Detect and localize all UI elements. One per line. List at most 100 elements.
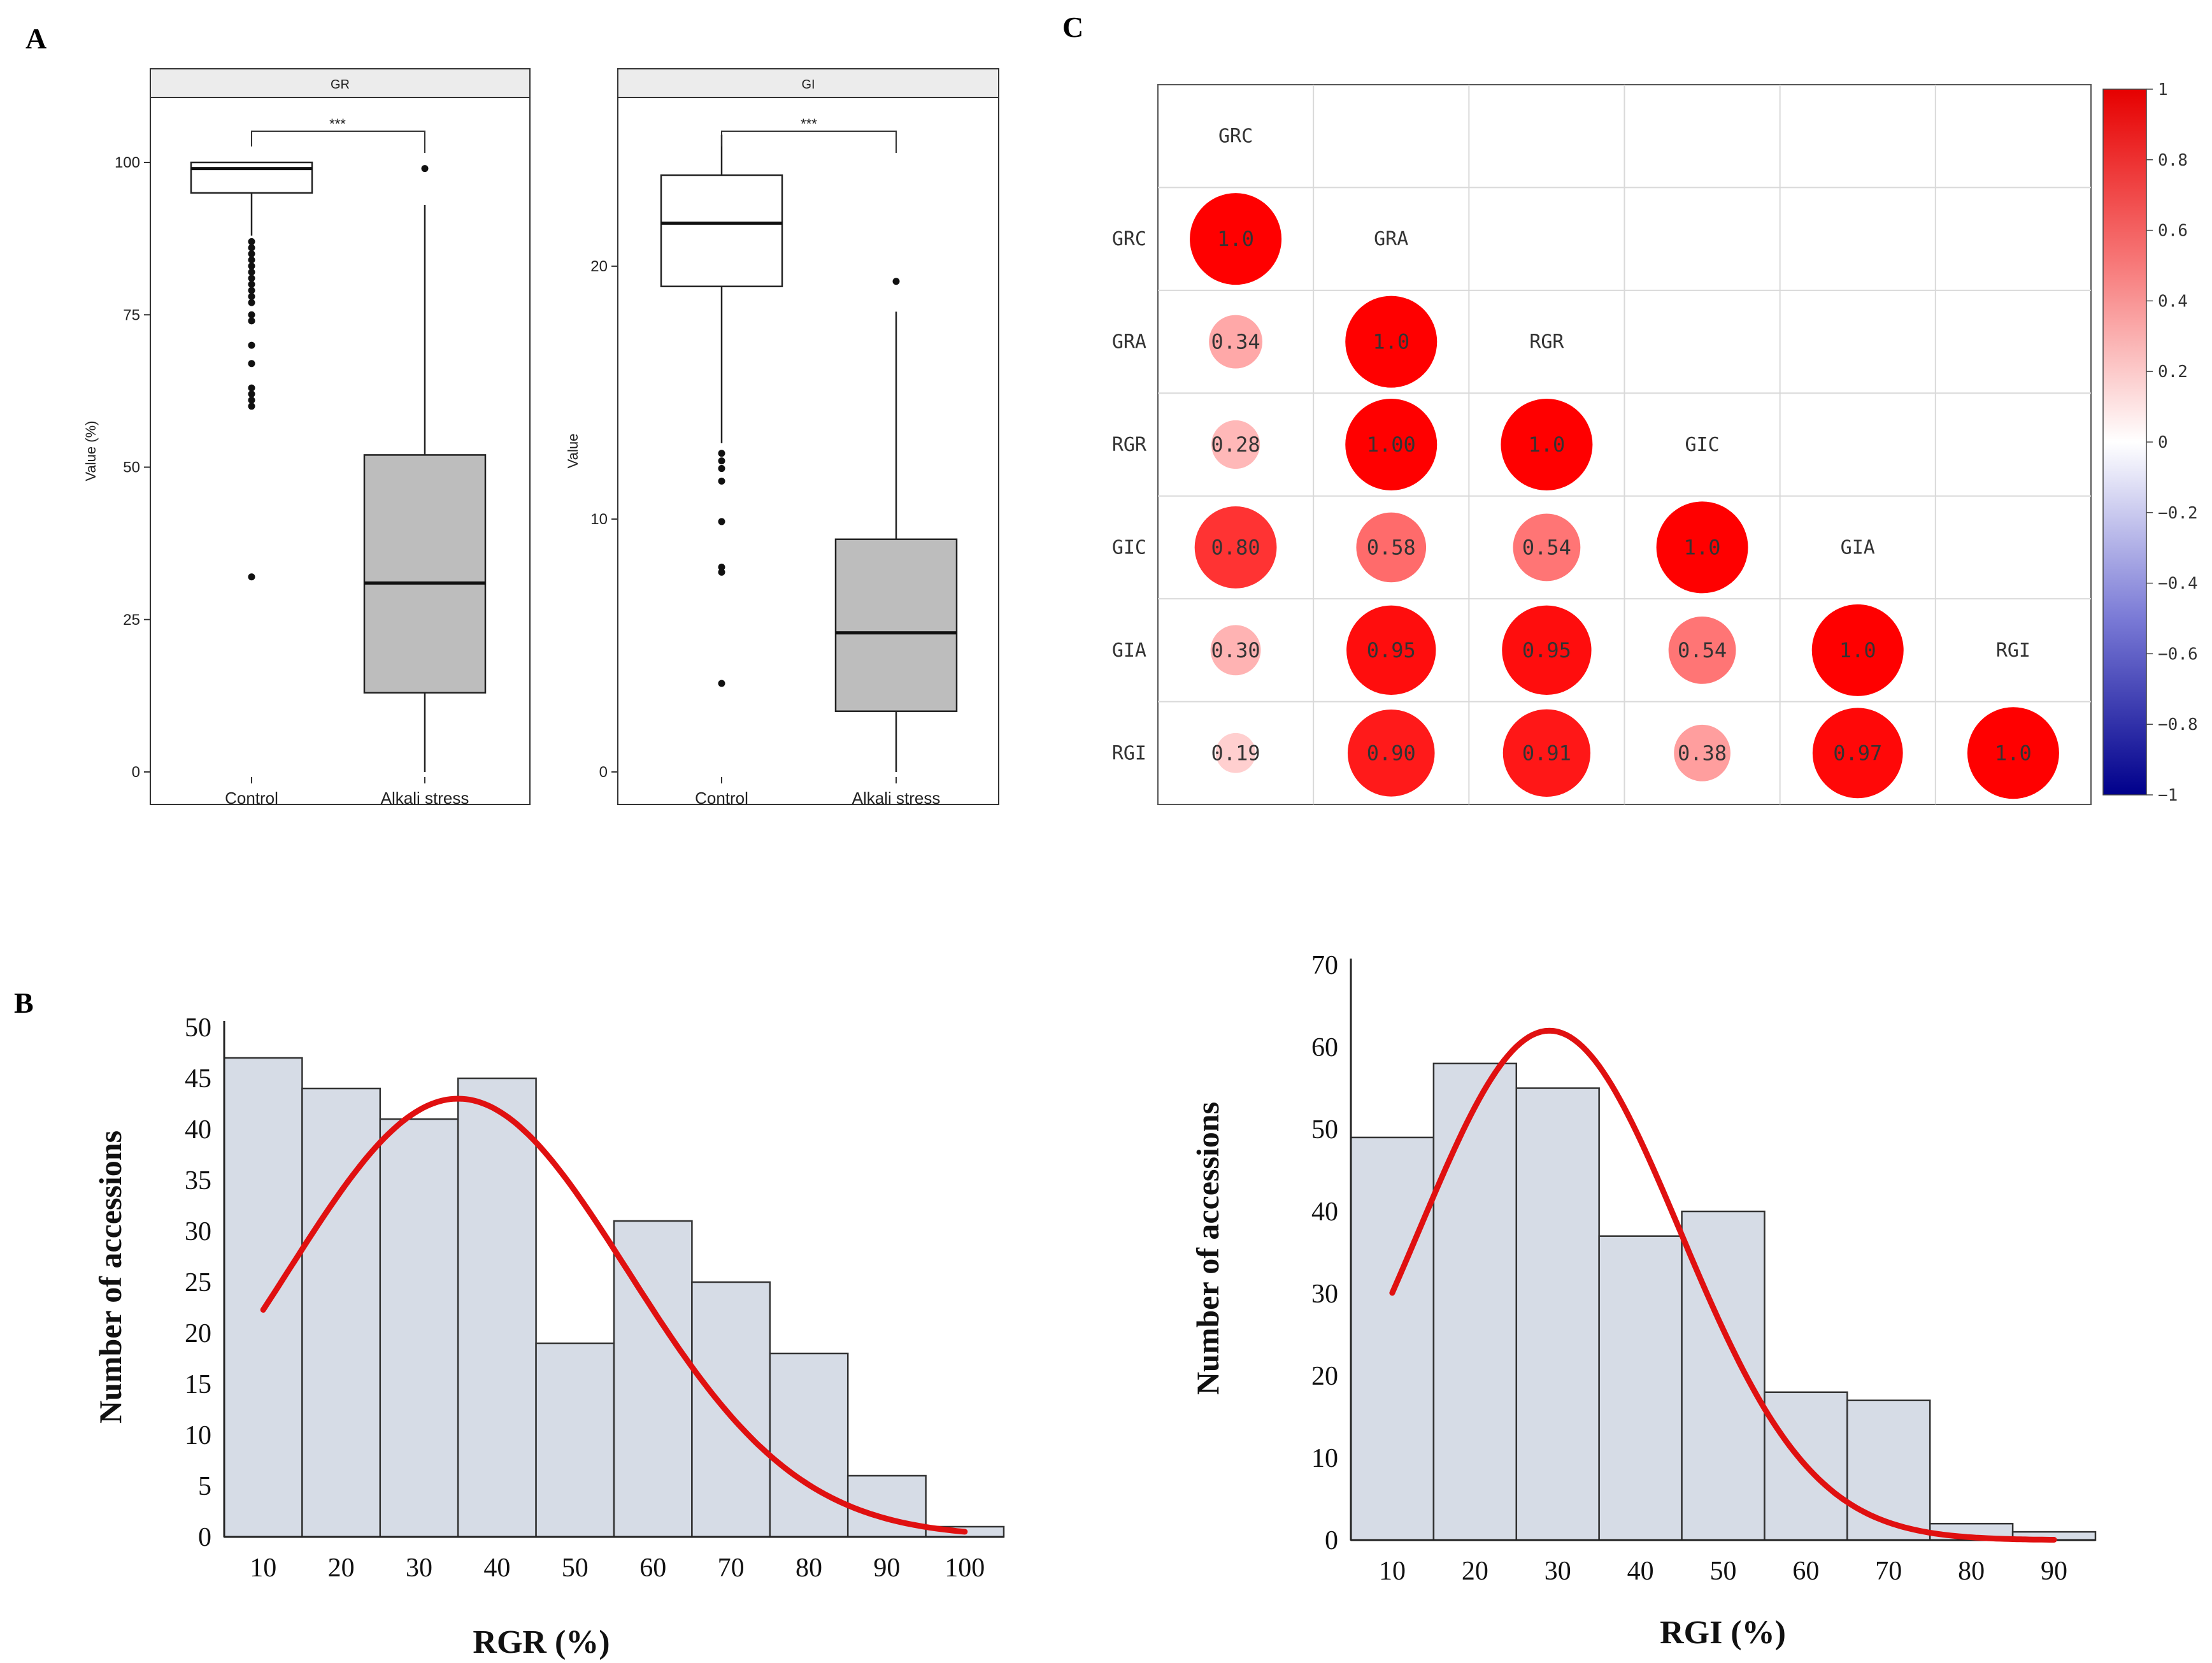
box-iqr bbox=[363, 454, 487, 694]
x-tick-label: 80 bbox=[796, 1553, 822, 1583]
correlation-circle bbox=[1674, 724, 1730, 782]
correlation-circle bbox=[1656, 501, 1748, 594]
colorbar-tick-label: −0.2 bbox=[2158, 504, 2198, 523]
correlation-value: 1.0 bbox=[1995, 741, 2032, 765]
y-tick-label: 45 bbox=[185, 1064, 211, 1094]
histogram-bar bbox=[769, 1352, 849, 1538]
correlation-circle bbox=[1210, 625, 1261, 676]
rgi-y-axis-label: Number of accessions bbox=[1190, 1102, 1225, 1395]
y-tick-label: 35 bbox=[185, 1166, 211, 1196]
correlation-value: 0.34 bbox=[1211, 330, 1260, 354]
colorbar-tick-label: 0.2 bbox=[2158, 362, 2188, 382]
gi-strip-title: GI bbox=[801, 78, 815, 92]
panel-label-a: A bbox=[25, 22, 46, 55]
correlation-value: 1.0 bbox=[1217, 227, 1254, 251]
x-tick-label: Control bbox=[695, 789, 748, 808]
x-tick-label: 70 bbox=[718, 1553, 745, 1583]
y-tick-label: 30 bbox=[185, 1217, 211, 1246]
correlation-circle bbox=[1211, 420, 1260, 469]
y-tick-label: 25 bbox=[185, 1268, 211, 1297]
rgr-histogram: Number of accessions RGR (%) 0 5 10 15 20 25 3… bbox=[92, 1013, 1005, 1660]
correlation-value: 0.38 bbox=[1678, 741, 1727, 765]
rgr-x-axis-label: RGR (%) bbox=[473, 1624, 610, 1660]
gi-plot-frame bbox=[617, 97, 999, 805]
x-tick-label: 50 bbox=[562, 1553, 589, 1583]
row-variable-label: GIC bbox=[1112, 536, 1146, 559]
x-tick-label: 60 bbox=[639, 1553, 666, 1583]
correlation-circle bbox=[1501, 399, 1593, 490]
correlation-circle bbox=[1668, 616, 1736, 684]
histogram-bar bbox=[457, 1077, 537, 1538]
y-tick-label: 40 bbox=[185, 1115, 211, 1145]
x-tick-label: 30 bbox=[1545, 1557, 1571, 1586]
histogram-bar bbox=[1432, 1062, 1518, 1541]
outlier-point bbox=[892, 278, 900, 285]
x-tick-label: 100 bbox=[945, 1553, 985, 1583]
colorbar-tick-label: −0.4 bbox=[2158, 575, 2198, 594]
correlation-value: 1.0 bbox=[1839, 638, 1876, 662]
y-tick-label: 75 bbox=[123, 306, 140, 324]
row-variable-label: GIA bbox=[1112, 639, 1146, 662]
correlation-circle bbox=[1347, 709, 1435, 797]
x-tick-label: 10 bbox=[250, 1553, 276, 1583]
row-variable-label: RGR bbox=[1112, 434, 1147, 456]
correlation-circle bbox=[1345, 399, 1438, 490]
outlier-point bbox=[718, 457, 725, 465]
colorbar-tick-label: 0.4 bbox=[2158, 292, 2188, 311]
colorbar-tick-label: −0.8 bbox=[2158, 715, 2198, 734]
correlation-value: 1.00 bbox=[1367, 432, 1416, 457]
gr-strip-background bbox=[150, 68, 531, 98]
outlier-point bbox=[248, 244, 255, 252]
correlation-value: 0.54 bbox=[1678, 638, 1727, 662]
panel-label-b: B bbox=[14, 987, 34, 1019]
outlier-point bbox=[248, 293, 255, 301]
histogram-bar bbox=[1846, 1399, 1931, 1541]
diagonal-variable-label: GRC bbox=[1218, 125, 1253, 148]
y-tick-label: 10 bbox=[185, 1421, 211, 1450]
outlier-point bbox=[248, 280, 255, 288]
correlation-circle bbox=[1209, 315, 1263, 369]
correlation-value: 0.91 bbox=[1522, 741, 1571, 765]
correlation-value: 0.90 bbox=[1367, 741, 1416, 765]
rgi-x-axis-label: RGI (%) bbox=[1660, 1615, 1786, 1651]
significance-label: *** bbox=[329, 116, 346, 132]
correlation-circle bbox=[1194, 506, 1277, 589]
significance-bracket bbox=[251, 131, 425, 153]
y-tick-label: 100 bbox=[115, 154, 140, 171]
y-tick-label: 0 bbox=[198, 1523, 211, 1552]
x-tick-label: 30 bbox=[406, 1553, 432, 1583]
histogram-bar bbox=[1598, 1235, 1683, 1541]
colorbar bbox=[2102, 89, 2147, 796]
y-tick-label: 0 bbox=[132, 764, 140, 781]
correlation-circle bbox=[1345, 296, 1438, 388]
y-tick-label: 15 bbox=[185, 1370, 211, 1399]
y-tick-label: 70 bbox=[1311, 951, 1338, 980]
y-tick-label: 30 bbox=[1311, 1280, 1338, 1309]
correlation-value: 1.0 bbox=[1373, 330, 1409, 354]
x-tick-label: 20 bbox=[328, 1553, 355, 1583]
histogram-bar bbox=[691, 1281, 771, 1538]
outlier-point bbox=[248, 256, 255, 264]
outlier-point bbox=[248, 403, 255, 410]
outlier-point bbox=[248, 262, 255, 270]
outlier-point bbox=[248, 287, 255, 294]
diagonal-variable-label: RGI bbox=[1996, 639, 2030, 662]
outlier-point bbox=[248, 573, 255, 581]
correlation-value: 0.58 bbox=[1367, 535, 1416, 559]
x-tick-label: 90 bbox=[873, 1553, 900, 1583]
x-tick-label: 10 bbox=[1379, 1557, 1406, 1586]
gr-plot-frame bbox=[150, 97, 531, 805]
x-tick-label: 90 bbox=[2041, 1557, 2067, 1586]
x-tick-label: 60 bbox=[1792, 1557, 1819, 1586]
colorbar-tick-label: −0.6 bbox=[2158, 645, 2198, 664]
outlier-point bbox=[421, 165, 429, 173]
correlation-circle bbox=[1502, 605, 1592, 696]
outlier-point bbox=[248, 268, 255, 276]
diagonal-variable-label: GRA bbox=[1374, 228, 1408, 250]
rgi-histogram: Number of accessions RGI (%) 0 10 20 30 40 50… bbox=[1190, 951, 2097, 1651]
correlation-value: 0.95 bbox=[1367, 638, 1416, 662]
outlier-point bbox=[248, 317, 255, 325]
outlier-point bbox=[718, 465, 725, 473]
correlation-circle bbox=[1215, 732, 1256, 773]
